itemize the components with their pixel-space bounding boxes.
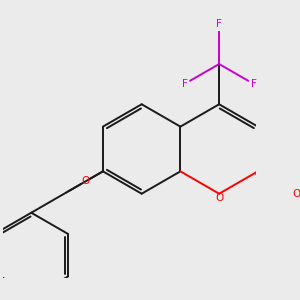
Text: O: O xyxy=(81,176,90,186)
Text: F: F xyxy=(216,19,222,29)
Text: F: F xyxy=(251,79,257,89)
Text: O: O xyxy=(292,189,300,199)
Text: O: O xyxy=(215,193,223,203)
Text: F: F xyxy=(182,79,188,89)
